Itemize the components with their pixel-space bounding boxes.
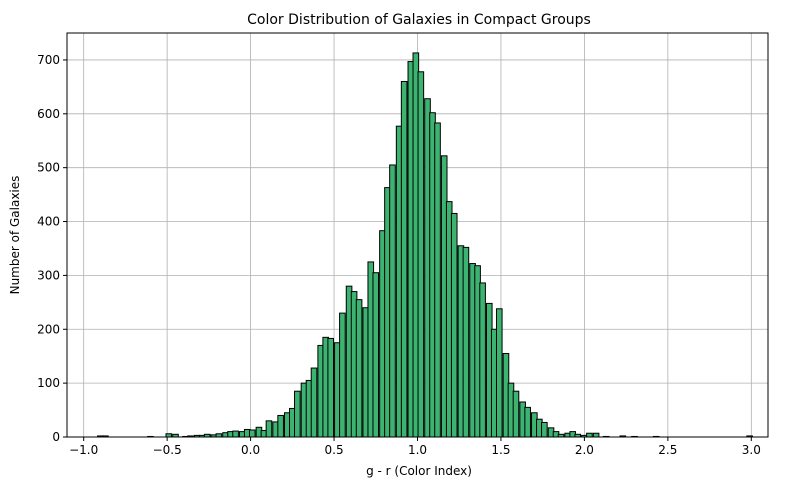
x-tick-label: 2.0 — [575, 443, 594, 457]
x-tick-label: 1.0 — [408, 443, 427, 457]
x-tick-label: −1.0 — [69, 443, 98, 457]
y-axis-ticks: 0 100 200 300 400 500 600 700 — [37, 53, 67, 444]
histogram-bar — [462, 246, 470, 438]
histogram-bar — [310, 367, 318, 438]
y-tick-label: 500 — [37, 161, 60, 175]
x-tick-label: −0.5 — [153, 443, 182, 457]
x-axis-label: g - r (Color Index) — [366, 464, 472, 478]
histogram-bar — [434, 122, 441, 438]
x-tick-label: 3.0 — [742, 443, 761, 457]
y-tick-label: 400 — [37, 215, 60, 229]
x-tick-label: 1.5 — [491, 443, 510, 457]
histogram-bar — [355, 299, 363, 438]
y-tick-label: 100 — [37, 376, 60, 390]
histogram-bar — [479, 282, 486, 438]
histogram-bar — [232, 430, 239, 438]
histogram-bar — [339, 312, 346, 438]
histogram-bar — [524, 406, 531, 438]
y-tick-label: 600 — [37, 107, 60, 121]
histogram-bar — [277, 414, 284, 438]
histogram-bar — [592, 432, 600, 438]
histogram-bar — [512, 390, 520, 438]
histogram-bar — [372, 272, 380, 438]
y-tick-label: 200 — [37, 322, 60, 336]
x-tick-label: 0.0 — [241, 443, 260, 457]
histogram-bar — [265, 420, 273, 438]
x-axis-ticks: −1.0 −0.5 0.0 0.5 1.0 1.5 2.0 2.5 3.0 — [69, 437, 761, 457]
histogram-bar — [400, 80, 408, 438]
y-tick-label: 0 — [52, 430, 60, 444]
histogram-bar — [417, 71, 425, 438]
histogram-bar — [248, 429, 256, 438]
x-tick-label: 2.5 — [658, 443, 677, 457]
y-axis-label: Number of Galaxies — [8, 176, 22, 295]
histogram-bar — [541, 421, 548, 438]
histogram-bar — [450, 212, 458, 438]
histogram-bar — [389, 164, 396, 438]
y-tick-label: 700 — [37, 53, 60, 67]
histogram-bar — [495, 308, 503, 438]
x-tick-label: 0.5 — [325, 443, 344, 457]
histogram-bar — [294, 390, 301, 438]
histogram-bar — [586, 432, 593, 438]
y-tick-label: 300 — [37, 268, 60, 282]
histogram-bar — [327, 337, 335, 438]
chart-title: Color Distribution of Galaxies in Compac… — [247, 12, 591, 28]
